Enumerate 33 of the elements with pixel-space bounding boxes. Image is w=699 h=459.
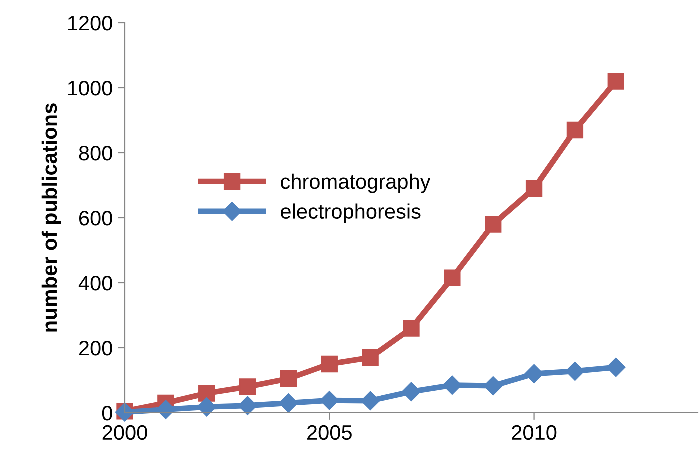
y-tick-label: 200 [79, 341, 112, 356]
point [485, 216, 502, 233]
point [403, 320, 420, 337]
point [566, 362, 585, 381]
legend-label: chromatography [281, 174, 431, 194]
point [197, 398, 216, 417]
y-tick-label: 800 [79, 146, 112, 161]
legend-label: electrophoresis [281, 204, 421, 224]
point [321, 356, 338, 373]
point [198, 385, 216, 402]
x-tick-label: 2000 [102, 425, 148, 440]
point [402, 382, 422, 402]
point [279, 394, 298, 413]
y-axis-title: number of publications [42, 104, 62, 332]
x-tick-label: 2005 [308, 425, 352, 440]
point [606, 358, 626, 378]
point [239, 378, 256, 396]
x-tick-label: 2010 [512, 425, 557, 440]
point [526, 180, 543, 198]
y-tick-label: 1000 [68, 81, 112, 96]
point [280, 370, 298, 388]
point [442, 376, 462, 395]
y-tick-label: 1200 [68, 16, 112, 31]
point [524, 364, 544, 384]
point [362, 349, 379, 366]
point [608, 73, 624, 90]
point [566, 122, 584, 139]
point [361, 391, 380, 411]
y-tick-label: 400 [78, 276, 112, 291]
y-tick-label: 600 [79, 211, 112, 226]
y-tick-label: 0 [102, 406, 112, 421]
point [444, 270, 461, 286]
point [238, 396, 258, 416]
